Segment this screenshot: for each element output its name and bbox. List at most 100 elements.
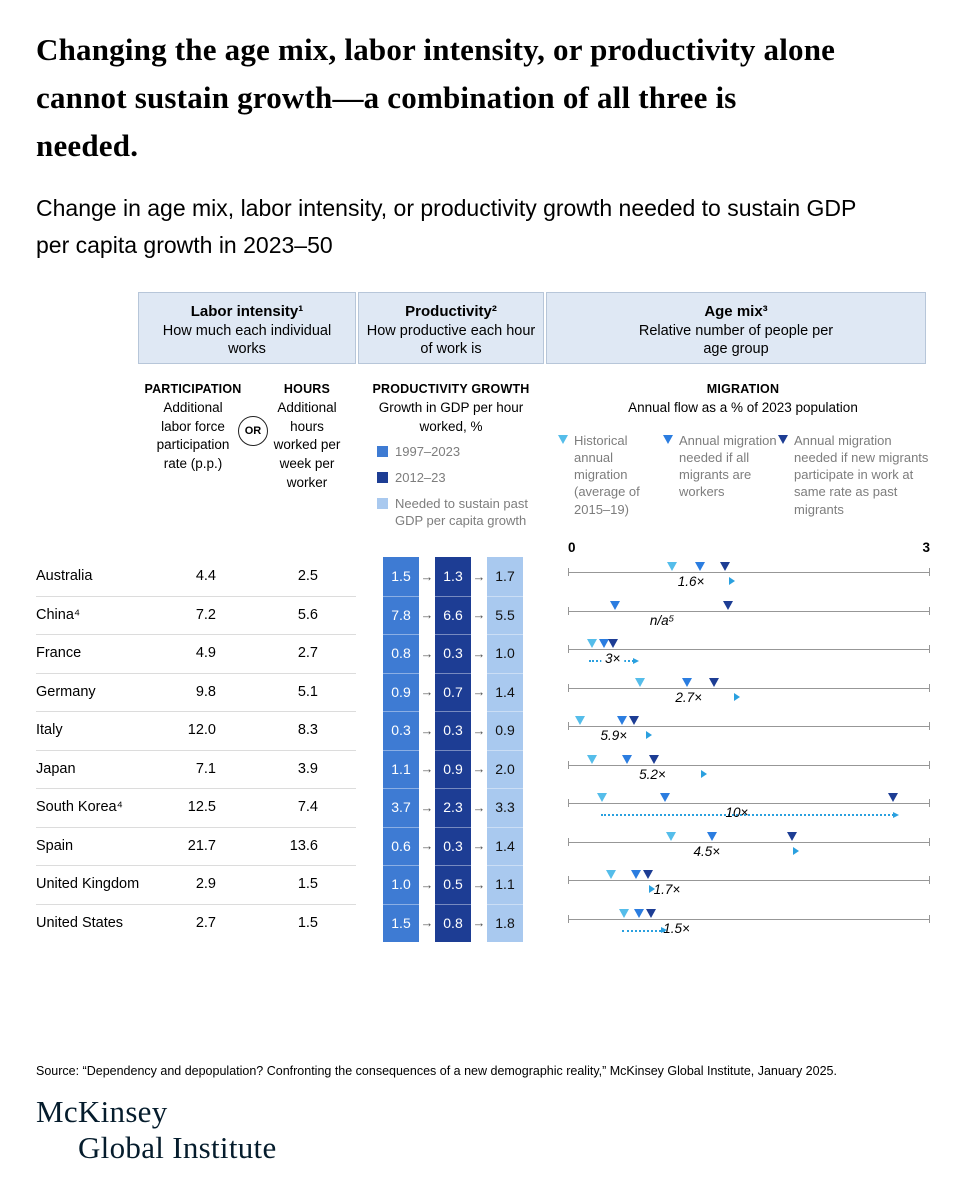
country-label: Germany bbox=[36, 683, 96, 700]
arrow-right-icon: → bbox=[472, 607, 486, 623]
productivity-2012-value: 0.3 bbox=[435, 826, 471, 865]
legend-item-needed: Needed to sustain past GDP per capita gr… bbox=[377, 496, 547, 530]
axis-tick bbox=[568, 799, 569, 807]
arrow-right-icon: → bbox=[420, 761, 434, 777]
arrow-right-icon: → bbox=[472, 568, 486, 584]
productivity-1997-value: 1.1 bbox=[383, 749, 419, 788]
migration-marker-workers bbox=[682, 677, 693, 687]
axis-tick bbox=[568, 876, 569, 884]
productivity-needed-value: 1.1 bbox=[487, 865, 523, 904]
migration-marker-historical bbox=[606, 870, 617, 879]
group-desc: How much each individual works bbox=[162, 322, 332, 358]
arrow-right-icon: → bbox=[420, 876, 434, 892]
migration-plot: 5.2× bbox=[568, 750, 930, 789]
country-label: Spain bbox=[36, 837, 74, 854]
migration-marker-historical bbox=[635, 677, 646, 687]
hours-value: 1.5 bbox=[297, 876, 318, 893]
chart-subtitle: Change in age mix, labor intensity, or p… bbox=[36, 195, 856, 258]
arrow-right-icon: → bbox=[472, 799, 486, 815]
axis-tick bbox=[568, 837, 569, 846]
participation-value: 4.9 bbox=[195, 645, 216, 662]
migration-marker-historical bbox=[587, 639, 598, 648]
arrow-right-icon: → bbox=[472, 838, 486, 854]
small-arrow-icon bbox=[701, 769, 708, 778]
migration-marker-workers bbox=[694, 562, 705, 571]
arrow-right-icon: → bbox=[420, 607, 434, 623]
migration-axis-line bbox=[568, 841, 930, 843]
migration-axis-min-label: 0 bbox=[568, 540, 576, 555]
migration-marker-historical bbox=[618, 908, 629, 918]
productivity-needed-value: 1.4 bbox=[487, 826, 523, 865]
productivity-needed-value: 1.0 bbox=[487, 634, 523, 673]
column-title: PARTICIPATION bbox=[144, 382, 242, 396]
migration-axis-max-label: 3 bbox=[922, 540, 930, 555]
hours-value: 7.4 bbox=[297, 799, 318, 816]
migration-marker-historical bbox=[666, 562, 677, 571]
productivity-2012-value: 1.3 bbox=[435, 557, 471, 596]
triangle-down-icon bbox=[558, 435, 568, 444]
triangle-down-icon bbox=[778, 435, 788, 444]
migration-marker-same_rate bbox=[887, 793, 898, 802]
triangle-down-icon bbox=[663, 435, 673, 444]
table-row: United States 2.7 1.5 1.5 → 0.8 → 1.8 1.… bbox=[0, 903, 960, 942]
migration-axis-line bbox=[568, 610, 930, 612]
row-separator bbox=[36, 672, 356, 674]
migration-marker-same_rate bbox=[787, 831, 798, 841]
axis-tick bbox=[568, 606, 569, 615]
small-arrow-icon bbox=[793, 846, 800, 855]
hours-value: 3.9 bbox=[297, 760, 318, 777]
hours-value: 1.5 bbox=[297, 914, 318, 931]
arrow-right-icon: → bbox=[420, 915, 434, 931]
table-row: France 4.9 2.7 0.8 → 0.3 → 1.0 3× bbox=[0, 634, 960, 673]
group-title: Age mix³ bbox=[704, 303, 768, 320]
group-header-labor-intensity: Labor intensity¹ How much each individua… bbox=[138, 292, 356, 364]
migration-marker-historical bbox=[596, 793, 607, 802]
column-desc: Growth in GDP per hour worked, % bbox=[378, 400, 524, 434]
axis-tick bbox=[568, 914, 569, 923]
axis-tick bbox=[929, 837, 930, 846]
migration-plot: 4.5× bbox=[568, 827, 930, 866]
migration-legend-all-workers: Annual migration needed if all migrants … bbox=[663, 432, 779, 501]
row-separator bbox=[36, 749, 356, 751]
group-title: Labor intensity¹ bbox=[190, 303, 304, 320]
country-label: United Kingdom bbox=[36, 876, 140, 893]
migration-axis-line bbox=[568, 803, 930, 804]
migration-marker-workers bbox=[622, 754, 633, 764]
hours-value: 8.3 bbox=[297, 722, 318, 739]
migration-marker-same_rate bbox=[648, 754, 659, 764]
hours-value: 5.6 bbox=[297, 606, 318, 623]
small-arrow-icon bbox=[649, 885, 656, 893]
group-header-age-mix: Age mix³ Relative number of people per a… bbox=[546, 292, 926, 364]
column-header-migration: MIGRATION Annual flow as a % of 2023 pop… bbox=[556, 382, 930, 418]
migration-marker-workers bbox=[599, 639, 610, 648]
migration-axis-line bbox=[568, 649, 930, 650]
hours-value: 2.5 bbox=[297, 568, 318, 585]
productivity-2012-value: 0.8 bbox=[435, 903, 471, 942]
migration-axis-line bbox=[568, 572, 930, 573]
productivity-1997-value: 0.6 bbox=[383, 826, 419, 865]
table-row: Italy 12.0 8.3 0.3 → 0.3 → 0.9 5.9× bbox=[0, 711, 960, 750]
column-title: HOURS bbox=[283, 382, 331, 396]
row-separator bbox=[36, 711, 356, 712]
productivity-needed-value: 2.0 bbox=[487, 749, 523, 788]
axis-tick bbox=[929, 760, 930, 769]
migration-plot: 1.7× bbox=[568, 865, 930, 904]
arrow-right-icon: → bbox=[420, 838, 434, 854]
country-label: China⁴ bbox=[36, 606, 81, 623]
migration-marker-historical bbox=[587, 754, 598, 764]
axis-tick bbox=[568, 722, 569, 730]
country-label: South Korea⁴ bbox=[36, 799, 123, 816]
participation-value: 12.0 bbox=[187, 722, 216, 739]
migration-plot: 1.6× bbox=[568, 557, 930, 596]
column-desc: Additional labor force participation rat… bbox=[156, 400, 230, 471]
or-badge: OR bbox=[238, 416, 268, 446]
row-separator bbox=[36, 634, 356, 635]
productivity-1997-value: 3.7 bbox=[383, 788, 419, 827]
arrow-right-icon: → bbox=[420, 799, 434, 815]
legend-label: 2012–23 bbox=[395, 469, 446, 485]
column-title: PRODUCTIVITY GROWTH bbox=[372, 382, 530, 396]
migration-marker-same_rate bbox=[646, 908, 657, 918]
migration-marker-same_rate bbox=[642, 870, 653, 879]
migration-marker-workers bbox=[617, 716, 628, 725]
productivity-needed-value: 1.8 bbox=[487, 903, 523, 942]
